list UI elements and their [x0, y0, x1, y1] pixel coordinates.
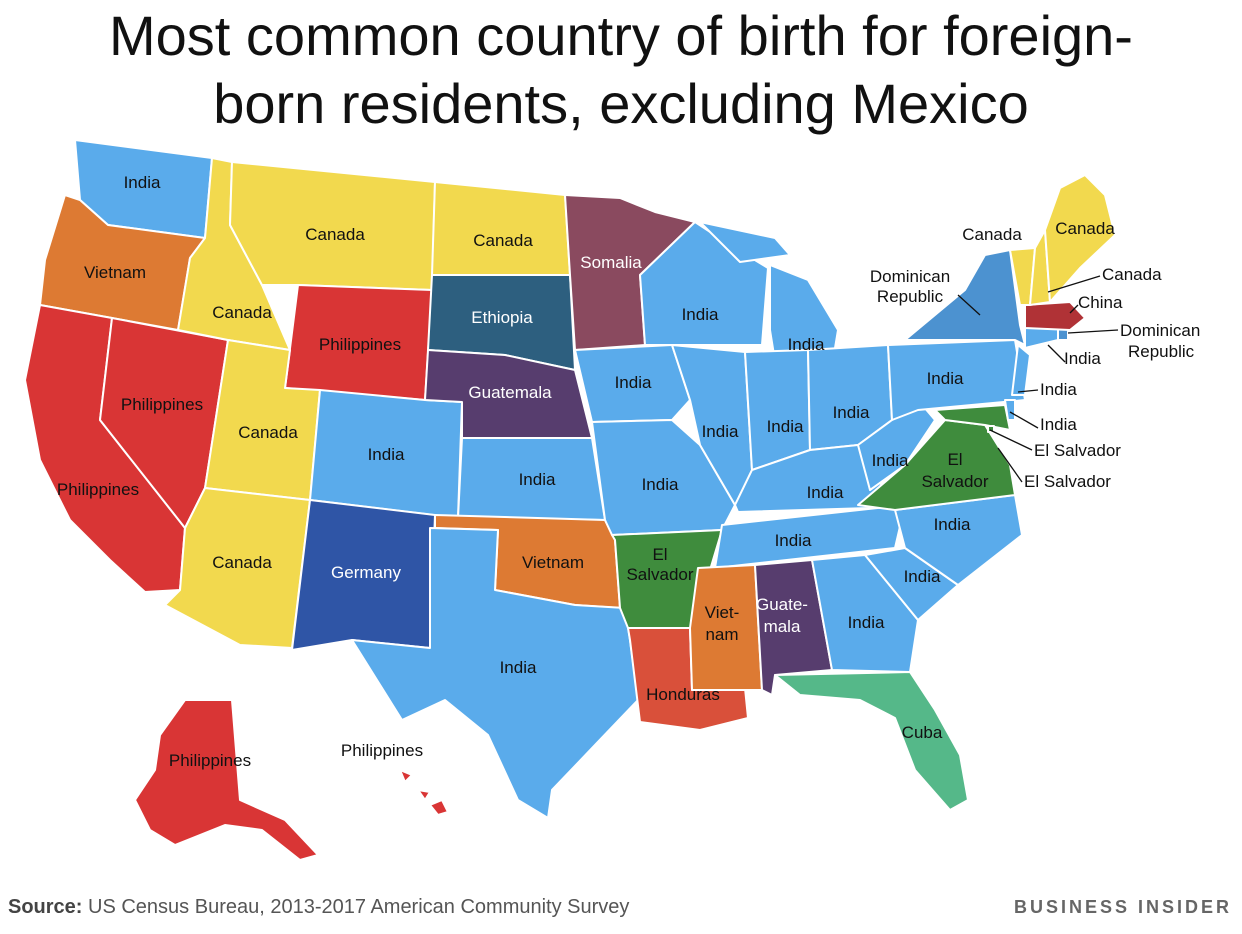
- state-indiana: [744, 349, 811, 471]
- title-line-1: Most common country of birth for foreign…: [109, 4, 1133, 67]
- label-delaware: India: [1040, 415, 1077, 434]
- state-georgia: [811, 554, 919, 673]
- label-rhode-island-1: Dominican: [1120, 321, 1200, 340]
- label-arkansas-2: Salvador: [626, 565, 693, 584]
- label-south-dakota: Ethiopia: [471, 308, 533, 327]
- state-mississippi: [689, 564, 763, 691]
- state-missouri: [591, 419, 736, 536]
- label-new-mexico: Germany: [331, 563, 401, 582]
- state-virginia: [857, 419, 1016, 511]
- state-massachusetts: [1024, 301, 1086, 331]
- label-kansas: India: [519, 470, 556, 489]
- label-mississippi-2: nam: [705, 625, 738, 644]
- title-line-2: born residents, excluding Mexico: [213, 72, 1029, 135]
- label-indiana: India: [767, 417, 804, 436]
- state-delaware: [1004, 399, 1016, 421]
- label-maryland: El Salvador: [1034, 441, 1121, 460]
- leader-lines: [957, 275, 1119, 483]
- label-virginia-2: Salvador: [921, 472, 988, 491]
- label-oregon: Vietnam: [84, 263, 146, 282]
- label-hawaii: Philippines: [341, 741, 423, 760]
- label-arizona: Canada: [212, 553, 272, 572]
- source-text: US Census Bureau, 2013-2017 American Com…: [82, 896, 630, 918]
- label-vermont: Canada: [962, 225, 1022, 244]
- label-louisiana: Honduras: [646, 685, 720, 704]
- label-connecticut: India: [1064, 349, 1101, 368]
- label-new-york-2: Republic: [877, 287, 944, 306]
- label-arkansas-1: El: [652, 545, 667, 564]
- brand-logo: BUSINESS INSIDER: [1013, 897, 1232, 917]
- label-massachusetts: China: [1078, 293, 1123, 312]
- label-missouri: India: [642, 475, 679, 494]
- label-nevada: Philippines: [121, 395, 203, 414]
- label-washington: India: [124, 173, 161, 192]
- label-utah: Canada: [238, 423, 298, 442]
- label-iowa: India: [615, 373, 652, 392]
- label-pennsylvania: India: [927, 369, 964, 388]
- label-kentucky: India: [807, 483, 844, 502]
- label-minnesota: Somalia: [580, 253, 642, 272]
- label-alabama-1: Guate-: [756, 595, 808, 614]
- state-new-york: [904, 249, 1026, 346]
- label-mississippi-1: Viet-: [705, 603, 740, 622]
- label-wisconsin: India: [682, 305, 719, 324]
- label-north-dakota: Canada: [473, 231, 533, 250]
- district-of-columbia: [987, 425, 995, 433]
- label-north-carolina: India: [934, 515, 971, 534]
- label-florida: Cuba: [902, 723, 943, 742]
- label-rhode-island-2: Republic: [1128, 342, 1195, 361]
- state-alaska: [134, 699, 319, 861]
- label-new-hampshire: Canada: [1102, 265, 1162, 284]
- state-maine: [1044, 174, 1116, 303]
- label-south-carolina: India: [904, 567, 941, 586]
- state-new-jersey: [1011, 344, 1031, 396]
- label-tennessee: India: [775, 531, 812, 550]
- label-oklahoma: Vietnam: [522, 553, 584, 572]
- label-new-jersey: India: [1040, 380, 1077, 399]
- label-colorado: India: [368, 445, 405, 464]
- label-new-york-1: Dominican: [870, 267, 950, 286]
- label-nebraska: Guatemala: [468, 383, 552, 402]
- label-virginia-1: El: [947, 450, 962, 469]
- label-montana: Canada: [305, 225, 365, 244]
- label-california: Philippines: [57, 480, 139, 499]
- label-alabama-2: mala: [764, 617, 801, 636]
- label-georgia: India: [848, 613, 885, 632]
- label-alaska: Philippines: [169, 751, 251, 770]
- label-ohio: India: [833, 403, 870, 422]
- source-note: Source: US Census Bureau, 2013-2017 Amer…: [8, 896, 629, 919]
- label-wyoming: Philippines: [319, 335, 401, 354]
- label-texas: India: [500, 658, 537, 677]
- state-north-dakota: [431, 181, 571, 276]
- state-florida: [774, 671, 969, 811]
- label-illinois: India: [702, 422, 739, 441]
- state-maryland: [934, 404, 1011, 431]
- label-maine: Canada: [1055, 219, 1115, 238]
- state-texas: [351, 527, 639, 819]
- label-district-of-columbia: El Salvador: [1024, 472, 1111, 491]
- label-michigan: India: [788, 335, 825, 354]
- state-tennessee: [714, 504, 906, 569]
- state-hawaii: [399, 769, 449, 816]
- map-title: Most common country of birth for foreign…: [0, 2, 1242, 138]
- label-west-virginia: India: [872, 451, 909, 470]
- label-idaho: Canada: [212, 303, 272, 322]
- source-label: Source:: [8, 896, 83, 918]
